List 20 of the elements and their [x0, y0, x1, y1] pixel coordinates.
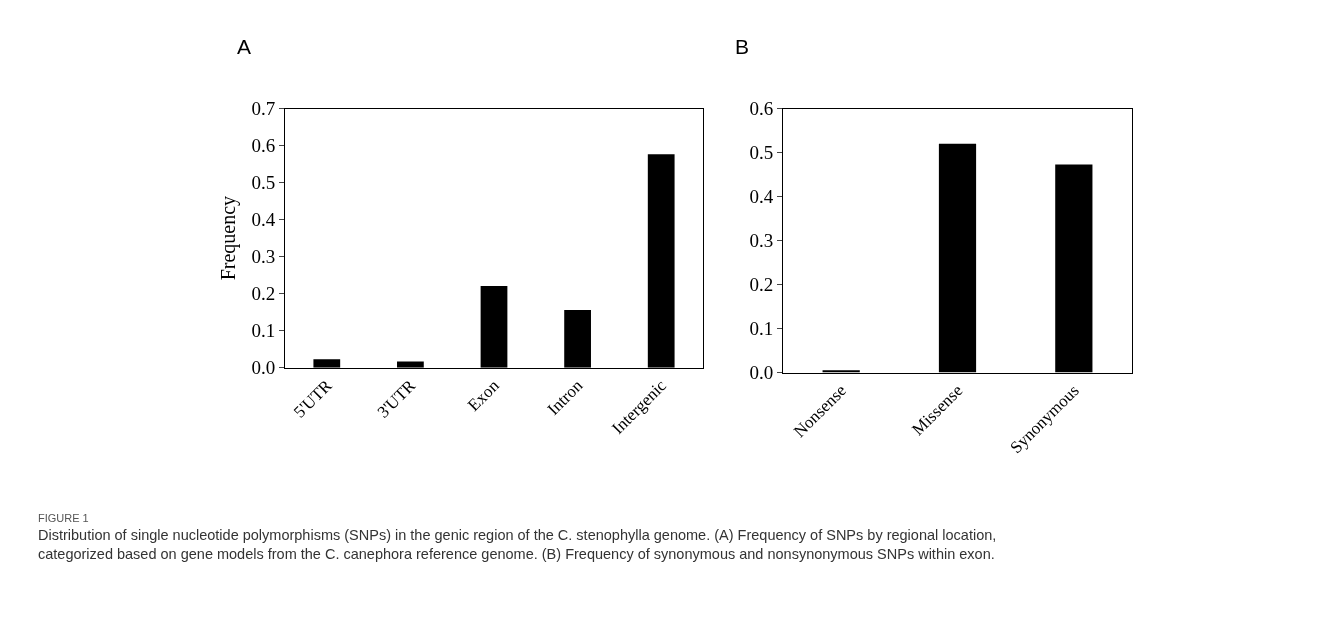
y-tick-label: 0.6 [251, 135, 276, 157]
y-tick-label: 0.7 [251, 98, 276, 120]
y-tick-label: 0.4 [251, 209, 276, 231]
y-tick-label: 0.1 [749, 318, 774, 340]
y-tick-label: 0.3 [749, 230, 774, 252]
chart-title: B [735, 35, 750, 58]
y-axis-title: Frequency [216, 195, 240, 281]
y-tick-label: 0.2 [251, 283, 276, 305]
y-tick-label: 0.5 [251, 172, 276, 194]
y-tick-label: 0.2 [749, 274, 774, 296]
y-tick-label: 0.5 [749, 142, 774, 164]
y-tick-label: 0.3 [251, 246, 276, 268]
y-tick-label: 0.1 [251, 320, 276, 342]
y-tick-label: 0.6 [749, 98, 774, 120]
caption: FIGURE 1 [38, 512, 89, 524]
y-tick-label: 0.0 [251, 357, 276, 379]
y-tick-label: 0.4 [749, 186, 774, 208]
chart-title: A [237, 35, 252, 58]
y-tick-label: 0.0 [749, 362, 774, 384]
text: Distribution of single nucleotide polymorphisms (SNPs) in the genic region of the C. stenophylla genome. (A) Frequency of SNPs by regional location, categorized based on gene models from the C. canephora reference genome. (B) Frequency of synonymous and nonsynonymous SNPs within exon. [38, 527, 997, 562]
